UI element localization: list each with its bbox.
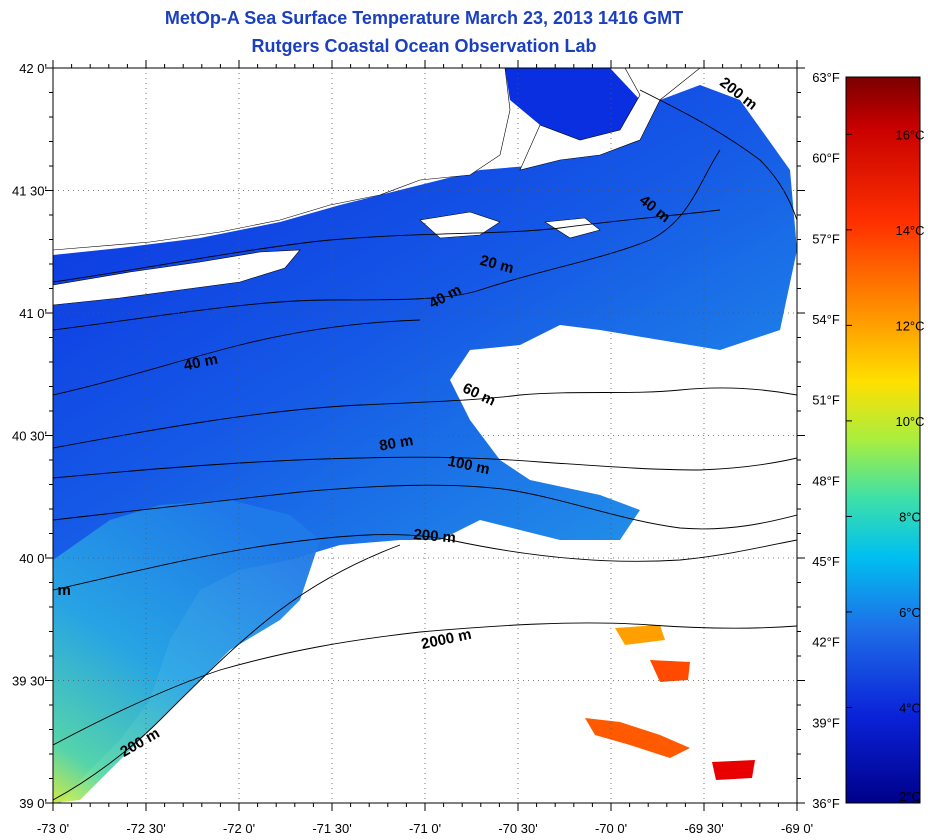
contour-label: m bbox=[57, 582, 70, 599]
contour-200m-northeast bbox=[639, 89, 797, 221]
lat-label: 42 0' bbox=[19, 61, 47, 76]
lat-label: 39 0' bbox=[19, 796, 47, 811]
contour-40m bbox=[53, 149, 721, 331]
lon-label: -69 30' bbox=[684, 821, 723, 836]
lon-label: -69 0' bbox=[781, 821, 813, 836]
bathymetry-contours bbox=[53, 89, 797, 801]
lon-label: -72 30' bbox=[126, 821, 165, 836]
land bbox=[53, 68, 701, 306]
map-axes: 42 0' 41 30' 41 0' 40 30' 40 0' 39 30' 39 0' -7… bbox=[12, 60, 813, 836]
fahrenheit-label: 48°F bbox=[812, 473, 840, 488]
lat-label: 40 30' bbox=[12, 429, 47, 444]
fahrenheit-label: 51°F bbox=[812, 393, 840, 408]
graticule bbox=[53, 68, 797, 803]
colorbar: 16°C 14°C 12°C 10°C 8°C 6°C 4°C 2°C 63°F 60°F 57°… bbox=[812, 70, 924, 811]
lon-label: -73 0' bbox=[37, 821, 69, 836]
contour-label: 200 m bbox=[413, 526, 457, 547]
lat-label: 40 0' bbox=[19, 551, 47, 566]
fahrenheit-label: 60°F bbox=[812, 151, 840, 166]
lon-label: -72 0' bbox=[223, 821, 255, 836]
fahrenheit-label: 45°F bbox=[812, 554, 840, 569]
sst-offshore-warm-4 bbox=[615, 625, 665, 645]
fahrenheit-labels: 63°F 60°F 57°F 54°F 51°F 48°F 45°F 42°F 39°F 36°F bbox=[812, 70, 840, 811]
lat-label: 41 0' bbox=[19, 306, 47, 321]
sst-offshore-warm-2 bbox=[650, 660, 690, 682]
contour-200m bbox=[53, 534, 797, 591]
fahrenheit-label: 39°F bbox=[812, 715, 840, 730]
lon-label: -70 30' bbox=[498, 821, 537, 836]
land-cape-cod bbox=[519, 68, 701, 171]
contour-60m bbox=[53, 387, 797, 449]
fahrenheit-label: 54°F bbox=[812, 312, 840, 327]
celsius-label: 10°C bbox=[895, 414, 924, 429]
map-title: MetOp-A Sea Surface Temperature March 23… bbox=[164, 8, 684, 28]
celsius-label: 16°C bbox=[895, 127, 924, 142]
map-subtitle: Rutgers Coastal Ocean Observation Lab bbox=[251, 36, 597, 56]
sst-offshore-warm-3 bbox=[712, 760, 755, 780]
sst-bay-water bbox=[505, 68, 640, 140]
sst-warm-shelf-water bbox=[53, 500, 320, 803]
land-connecticut-rhode-island bbox=[53, 68, 511, 251]
contour-100m bbox=[53, 484, 797, 530]
contour-200m-southwest bbox=[53, 544, 401, 801]
contour-2000m bbox=[53, 622, 797, 746]
land-nantucket bbox=[544, 217, 601, 239]
lon-label: -71 0' bbox=[409, 821, 441, 836]
celsius-label: 6°C bbox=[899, 605, 921, 620]
contour-80m bbox=[53, 456, 797, 479]
lon-label: -71 30' bbox=[312, 821, 351, 836]
colorbar-scale bbox=[845, 76, 921, 804]
celsius-label: 4°C bbox=[899, 700, 921, 715]
fahrenheit-label: 36°F bbox=[812, 796, 840, 811]
celsius-label: 8°C bbox=[899, 509, 921, 524]
lat-label: 39 30' bbox=[12, 674, 47, 689]
land-long-island bbox=[53, 249, 301, 306]
celsius-label: 14°C bbox=[895, 223, 924, 238]
contour-label: 80 m bbox=[378, 432, 415, 455]
colorbar-celsius-labels: 16°C 14°C 12°C 10°C 8°C 6°C 4°C 2°C bbox=[846, 127, 925, 804]
contour-40m-south bbox=[53, 319, 421, 396]
fahrenheit-label: 63°F bbox=[812, 70, 840, 85]
lon-label: -70 0' bbox=[595, 821, 627, 836]
land-marthas-vineyard bbox=[419, 211, 501, 239]
celsius-label: 2°C bbox=[899, 789, 921, 804]
lat-label: 41 30' bbox=[12, 184, 47, 199]
fahrenheit-label: 57°F bbox=[812, 231, 840, 246]
fahrenheit-label: 42°F bbox=[812, 635, 840, 650]
contour-20m bbox=[53, 209, 721, 283]
celsius-label: 12°C bbox=[895, 318, 924, 333]
contour-label: 40 m bbox=[182, 351, 219, 375]
